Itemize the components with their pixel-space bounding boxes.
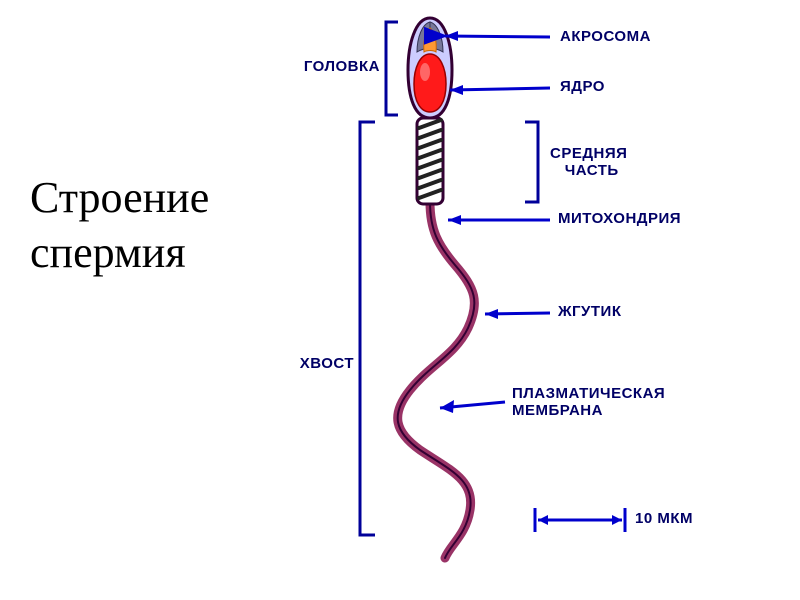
bracket-head: [386, 22, 398, 115]
arrowhead-flagellum: [485, 309, 498, 319]
arrowhead-mito: [448, 215, 461, 225]
slide-container: Строение спермия: [0, 0, 800, 600]
nucleus-shape: [414, 54, 446, 112]
diagram-svg: | -->: [280, 10, 780, 570]
bracket-midpiece: [525, 122, 538, 202]
nucleus-highlight: [420, 63, 430, 81]
scale-bar: [535, 508, 625, 532]
label-midpiece: СРЕДНЯЯ ЧАСТЬ: [550, 145, 627, 180]
label-midpiece-l2: ЧАСТЬ: [559, 162, 619, 179]
label-flagellum: ЖГУТИК: [558, 303, 622, 320]
label-midpiece-l1: СРЕДНЯЯ: [550, 145, 627, 162]
tail-inner: [398, 202, 475, 558]
bracket-tail: [360, 122, 375, 535]
label-acrosome: АКРОСОМА: [560, 28, 651, 45]
label-scale: 10 МКМ: [635, 510, 693, 527]
label-plasma: ПЛАЗМАТИЧЕСКАЯ МЕМБРАНА: [512, 385, 665, 420]
arrow-nucleus: [450, 88, 550, 90]
sperm-diagram: | --> АКРОСОМА ЯДРО ГОЛОВКА СРЕДНЯЯ ЧАСТ…: [280, 10, 780, 570]
title-line-2: спермия: [30, 228, 186, 277]
arrow-acrosome: [445, 36, 550, 37]
slide-title: Строение спермия: [30, 170, 209, 280]
label-tail: ХВОСТ: [292, 355, 354, 372]
label-plasma-l1: ПЛАЗМАТИЧЕСКАЯ: [512, 385, 665, 402]
label-nucleus: ЯДРО: [560, 78, 605, 95]
title-line-1: Строение: [30, 173, 209, 222]
tail-outer: [398, 202, 475, 558]
label-mitochondrion: МИТОХОНДРИЯ: [558, 210, 681, 227]
label-head: ГОЛОВКА: [288, 58, 380, 75]
label-plasma-l2: МЕМБРАНА: [512, 402, 603, 419]
